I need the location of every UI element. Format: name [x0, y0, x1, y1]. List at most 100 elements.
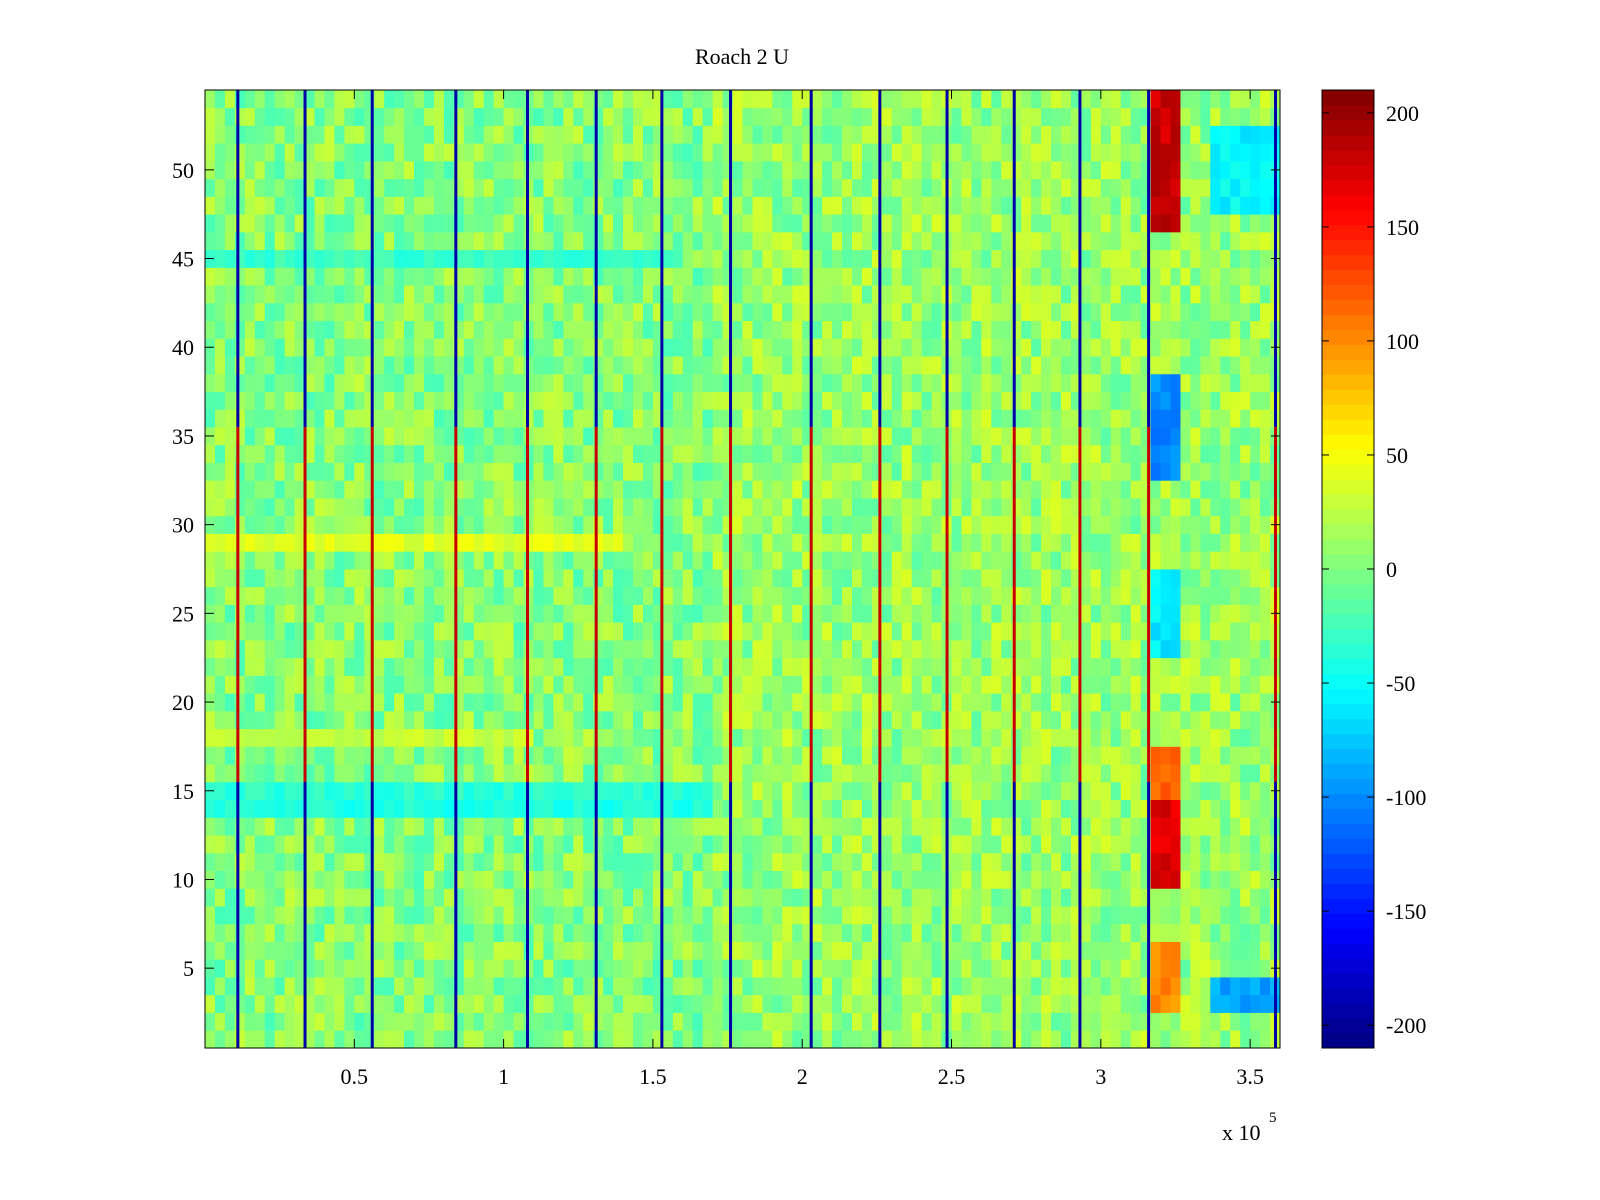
heatmap-cell [205, 231, 216, 251]
heatmap-cell [1070, 657, 1082, 676]
heatmap-cell [1140, 994, 1151, 1013]
heatmap-cell [1170, 923, 1181, 942]
heatmap-cell [702, 888, 714, 907]
heatmap-cell [374, 994, 385, 1013]
heatmap-cell [384, 533, 395, 552]
heatmap-cell [603, 498, 614, 517]
heatmap-cell [722, 1012, 733, 1031]
heatmap-cell [1061, 409, 1072, 428]
heatmap-cell [1130, 675, 1142, 694]
heatmap-cell [842, 551, 853, 570]
heatmap-cell [782, 764, 793, 783]
heatmap-cell [1120, 639, 1132, 659]
heatmap-cell [1200, 888, 1211, 907]
heatmap-cell [394, 480, 405, 499]
heatmap-cell [742, 852, 753, 871]
heatmap-cell [891, 444, 903, 463]
heatmap-cell [1260, 569, 1271, 588]
heatmap-cell [543, 302, 554, 322]
heatmap-cell [453, 586, 465, 605]
heatmap-cell [712, 693, 723, 712]
heatmap-cell [384, 994, 395, 1013]
heatmap-cell [812, 746, 823, 765]
heatmap-cell [1240, 994, 1251, 1013]
heatmap-cell [354, 409, 365, 428]
heatmap-cell [682, 870, 694, 889]
heatmap-cell [1011, 285, 1022, 304]
heatmap-cell [224, 498, 236, 517]
heatmap-cell [901, 391, 913, 410]
heatmap-cell [613, 356, 624, 375]
heatmap-cell [1240, 285, 1251, 304]
heatmap-cell [1170, 515, 1181, 534]
heatmap-cell [404, 817, 415, 836]
heatmap-cell [304, 941, 315, 960]
heatmap-cell [971, 409, 982, 428]
heatmap-cell [1170, 781, 1181, 801]
heatmap-cell [1210, 231, 1221, 251]
heatmap-cell [473, 941, 485, 960]
heatmap-cell [871, 498, 883, 517]
heatmap-cell [433, 764, 445, 783]
heatmap-cell [1041, 781, 1052, 801]
heatmap-cell [563, 764, 574, 783]
heatmap-cell [851, 639, 863, 659]
heatmap-cell [244, 569, 256, 588]
heatmap-cell [971, 480, 982, 499]
heatmap-cell [543, 373, 554, 392]
heatmap-cell [921, 515, 933, 534]
heatmap-cell [702, 622, 714, 641]
heatmap-cell [1100, 817, 1112, 836]
heatmap-cell [284, 285, 295, 304]
heatmap-cell [991, 373, 1002, 392]
heatmap-cell [1200, 444, 1211, 463]
heatmap-cell [304, 338, 315, 357]
heatmap-cell [871, 231, 883, 251]
heatmap-cell [623, 480, 634, 499]
heatmap-cell [702, 977, 714, 996]
heatmap-cell [1120, 427, 1132, 446]
heatmap-cell [453, 444, 465, 463]
heatmap-cell [563, 1030, 574, 1049]
heatmap-cell [951, 728, 962, 747]
heatmap-cell [971, 710, 982, 730]
heatmap-cell [1041, 533, 1052, 552]
heatmap-cell [473, 604, 485, 623]
heatmap-cell [1100, 852, 1112, 871]
heatmap-cell [672, 249, 684, 268]
heatmap-cell [573, 639, 584, 659]
heatmap-cell [1130, 923, 1142, 942]
heatmap-cell [642, 373, 654, 392]
heatmap-cell [473, 657, 485, 676]
heatmap-cell [503, 356, 514, 375]
heatmap-cell [921, 835, 933, 854]
heatmap-cell [344, 302, 355, 322]
heatmap-cell [414, 781, 425, 801]
heatmap-cell [1200, 498, 1211, 517]
heatmap-cell [1100, 356, 1112, 375]
heatmap-cell [483, 941, 495, 960]
heatmap-cell [1090, 994, 1102, 1013]
heatmap-cell [473, 214, 485, 233]
heatmap-cell [921, 1012, 933, 1031]
heatmap-cell [891, 551, 903, 570]
heatmap-cell [583, 888, 594, 907]
heatmap-cell [623, 675, 634, 694]
heatmap-cell [1260, 799, 1271, 818]
heatmap-cell [473, 427, 485, 446]
heatmap-cell [234, 639, 246, 659]
heatmap-cell [931, 870, 942, 889]
heatmap-cell [314, 1012, 325, 1031]
heatmap-cell [1031, 249, 1042, 268]
heatmap-cell [792, 817, 803, 836]
heatmap-cell [543, 941, 554, 960]
heatmap-cell [503, 285, 514, 304]
heatmap-cell [384, 781, 395, 801]
heatmap-cell [1110, 781, 1122, 801]
heatmap-cell [1021, 1012, 1032, 1031]
heatmap-cell [1051, 427, 1062, 446]
heatmap-cell [1150, 852, 1161, 871]
heatmap-cell [951, 302, 962, 322]
heatmap-cell [453, 373, 465, 392]
heatmap-cell [354, 959, 365, 978]
